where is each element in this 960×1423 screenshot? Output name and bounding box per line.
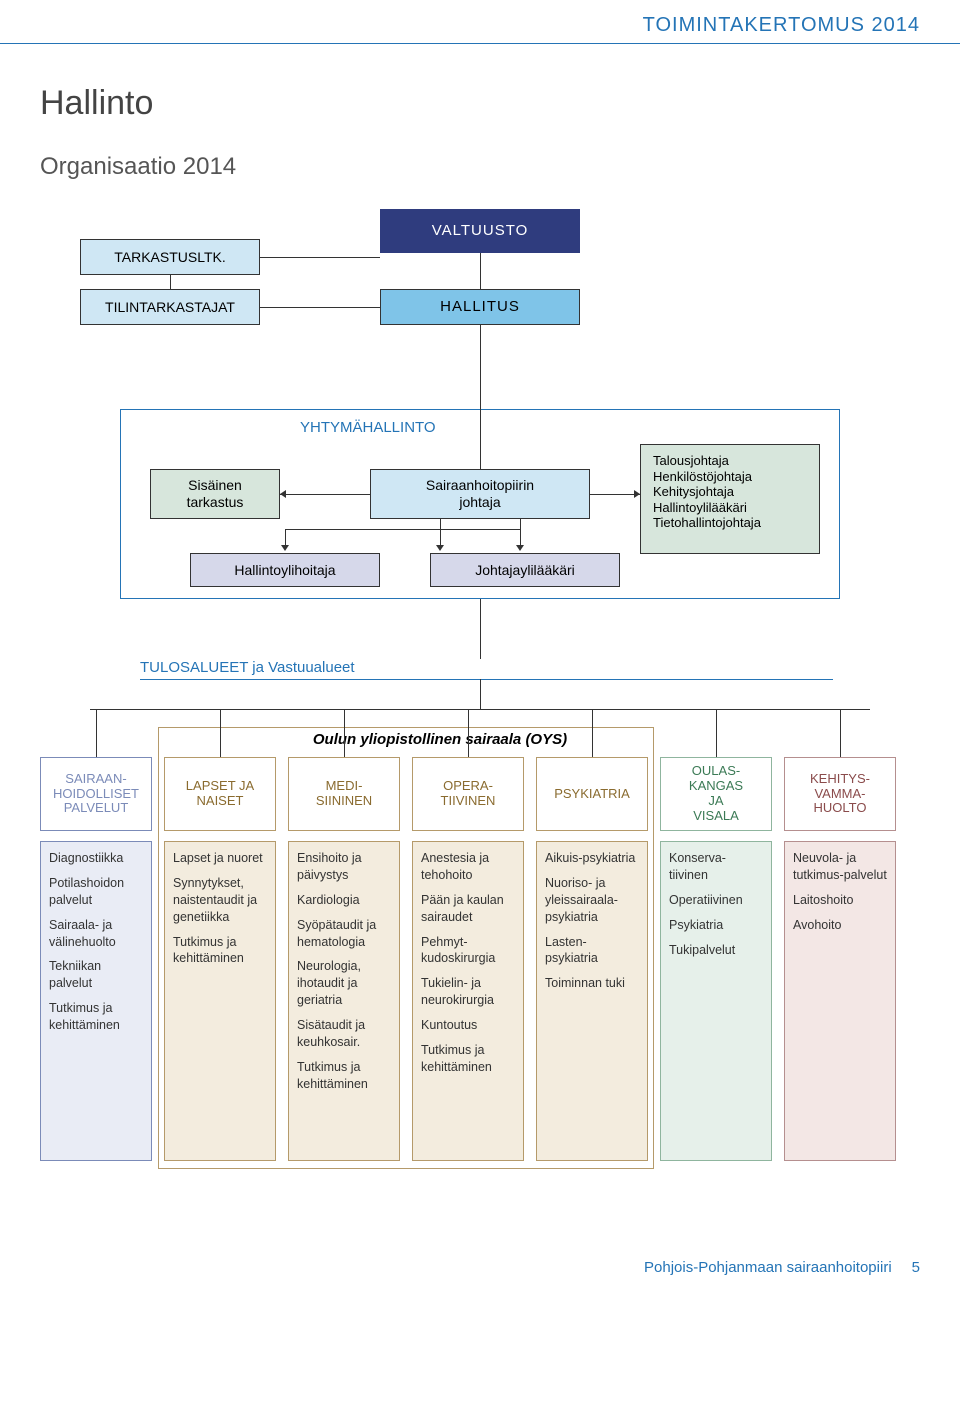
col-item: Tutkimus ja kehittäminen (49, 1000, 143, 1034)
col-item: Tutkimus ja kehittäminen (421, 1042, 515, 1076)
col-item: Diagnostiikka (49, 850, 143, 867)
label-tulosalueet: TULOSALUEET ja Vastuualueet (140, 659, 355, 676)
col-item: Kardiologia (297, 892, 391, 909)
col-item: Anestesia ja tehohoito (421, 850, 515, 884)
col-head-c3: MEDI- SIININEN (288, 757, 400, 831)
node-valtuusto: VALTUUSTO (380, 209, 580, 253)
col-item: Neurologia, ihotaudit ja geriatria (297, 958, 391, 1009)
col-item: Laitoshoito (793, 892, 887, 909)
col-item: Sairaala- ja välinehuolto (49, 917, 143, 951)
col-item: Lasten-psykiatria (545, 934, 639, 968)
col-body-c7: Neuvola- ja tutkimus-palvelut Laitoshoito… (784, 841, 896, 1161)
col-head-c7: KEHITYS- VAMMA- HUOLTO (784, 757, 896, 831)
col-item: Tutkimus ja kehittäminen (173, 934, 267, 968)
col-head-c1: SAIRAAN- HOIDOLLISET PALVELUT (40, 757, 152, 831)
col-item: Tutkimus ja kehittäminen (297, 1059, 391, 1093)
col-item: Psykiatria (669, 917, 763, 934)
col-item: Pään ja kaulan sairaudet (421, 892, 515, 926)
node-sisainen-tarkastus: Sisäinen tarkastus (150, 469, 280, 519)
node-tilintarkastajat: TILINTARKASTAJAT (80, 289, 260, 325)
col-item: Tekniikan palvelut (49, 958, 143, 992)
col-item: Pehmyt-kudoskirurgia (421, 934, 515, 968)
doc-header: TOIMINTAKERTOMUS 2014 (643, 14, 920, 37)
node-tarkastusltk: TARKASTUSLTK. (80, 239, 260, 275)
footer-page: 5 (912, 1259, 920, 1276)
col-head-c5: PSYKIATRIA (536, 757, 648, 831)
col-item: Aikuis-psykiatria (545, 850, 639, 867)
node-johtajat-right: Talousjohtaja Henkilöstöjohtaja Kehitysj… (640, 444, 820, 554)
page-subtitle: Organisaatio 2014 (40, 153, 920, 181)
col-body-c5: Aikuis-psykiatria Nuoriso- ja yleissairaa… (536, 841, 648, 1161)
col-item: Tukielin- ja neurokirurgia (421, 975, 515, 1009)
col-item: Synnytykset, naistentaudit ja genetiikka (173, 875, 267, 926)
col-head-c4: OPERA- TIIVINEN (412, 757, 524, 831)
label-yhtymahallinto: YHTYMÄHALLINTO (300, 419, 436, 436)
col-item: Sisätaudit ja keuhkosair. (297, 1017, 391, 1051)
col-body-c3: Ensihoito ja päivystys Kardiologia Syöpäta… (288, 841, 400, 1161)
col-head-c2: LAPSET JA NAISET (164, 757, 276, 831)
col-item: Konserva-tiivinen (669, 850, 763, 884)
col-item: Operatiivinen (669, 892, 763, 909)
col-body-c2: Lapset ja nuoret Synnytykset, naistentaud… (164, 841, 276, 1161)
node-sairaanhoitopiirin-johtaja: Sairaanhoitopiirin johtaja (370, 469, 590, 519)
page-title: Hallinto (40, 84, 920, 123)
col-head-c6: OULAS- KANGAS JA VISALA (660, 757, 772, 831)
col-body-c1: Diagnostiikka Potilashoidon palvelut Saira… (40, 841, 152, 1161)
node-hallitus: HALLITUS (380, 289, 580, 325)
col-item: Toiminnan tuki (545, 975, 639, 992)
col-item: Syöpätaudit ja hematologia (297, 917, 391, 951)
col-item: Kuntoutus (421, 1017, 515, 1034)
col-item: Lapset ja nuoret (173, 850, 267, 867)
col-item: Neuvola- ja tutkimus-palvelut (793, 850, 887, 884)
col-item: Ensihoito ja päivystys (297, 850, 391, 884)
col-item: Tukipalvelut (669, 942, 763, 959)
node-hallintoylihoitaja: Hallintoylihoitaja (190, 553, 380, 587)
col-item: Avohoito (793, 917, 887, 934)
footer-org: Pohjois-Pohjanmaan sairaanhoitopiiri (644, 1259, 892, 1276)
col-item: Potilashoidon palvelut (49, 875, 143, 909)
col-body-c4: Anestesia ja tehohoito Pään ja kaulan sai… (412, 841, 524, 1161)
org-chart: VALTUUSTO TARKASTUSLTK. TILINTARKASTAJAT… (40, 209, 920, 1259)
node-johtajaylilaakari: Johtajaylilääkäri (430, 553, 620, 587)
col-item: Nuoriso- ja yleissairaala-psykiatria (545, 875, 639, 926)
col-body-c6: Konserva-tiivinen Operatiivinen Psykiatria… (660, 841, 772, 1161)
